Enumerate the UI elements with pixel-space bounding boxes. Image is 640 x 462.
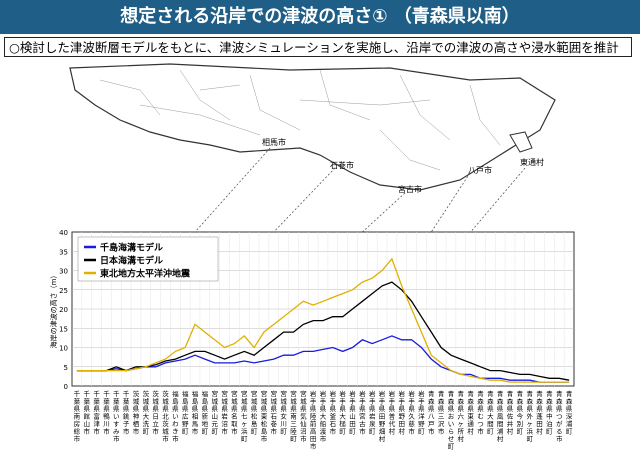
y-tick-label: 0: [64, 383, 68, 391]
x-tick-label: 青森県六ヶ所村: [458, 389, 465, 443]
legend-label: 東北地方太平洋沖地震: [100, 268, 191, 280]
x-tick-label: 青森県中泊町: [546, 389, 553, 436]
y-tick-label: 10: [59, 345, 68, 353]
legend-label: 千島海溝モデル: [100, 242, 163, 254]
y-tick-label: 40: [59, 229, 68, 237]
x-tick-label: 青森県今別町: [517, 389, 524, 436]
map-label-higashidori: 東通村: [520, 157, 544, 167]
x-tick-label: 岩手県山田町: [349, 389, 356, 436]
legend-label: 日本海溝モデル: [100, 255, 163, 267]
x-tick-label: 岩手県田野畑村: [379, 389, 386, 443]
leader-line: [470, 167, 526, 233]
x-tick-label: 岩手県岩泉町: [369, 389, 376, 436]
y-axis-ticks: 0 5 10 15 20 25 30 35 40: [59, 229, 68, 391]
map-label-soma: 相馬市: [262, 137, 286, 147]
x-tick-label: 宮城県気仙沼市: [300, 389, 307, 443]
x-tick-label: 千葉県富津市: [93, 389, 100, 436]
x-tick-label: 岩手県久慈市: [408, 389, 415, 436]
map-label-hachinohe: 八戸市: [468, 165, 492, 175]
x-tick-label: 宮城県松島町: [251, 389, 258, 436]
y-tick-label: 20: [59, 306, 68, 314]
x-tick-label: 福島県相馬市: [192, 389, 199, 436]
chart-series: [76, 257, 570, 383]
x-tick-label: 茨城県大洗町: [143, 389, 150, 436]
x-tick-label: 青森県おいらせ町: [448, 389, 455, 451]
x-tick-label: 青森県風間浦村: [497, 389, 504, 443]
x-tick-label: 青森県深浦町: [566, 389, 573, 436]
x-tick-label: 岩手県大槌町: [339, 389, 346, 436]
x-tick-label: 青森県三沢市: [438, 389, 445, 436]
x-tick-label: 岩手県大船渡市: [320, 389, 327, 443]
series-line-0: [76, 335, 570, 383]
map-label-miyako: 宮古市: [398, 184, 422, 194]
x-tick-label: 宮城県名取市: [231, 389, 238, 436]
x-tick-label: 茨城県神栖市: [133, 389, 140, 436]
map-label-ishinomaki: 石巻市: [330, 160, 354, 170]
map-landmass: [69, 63, 556, 191]
series-line-2: [76, 257, 570, 383]
x-tick-label: 青森県大間町: [487, 389, 494, 436]
leader-line: [430, 172, 471, 233]
x-tick-label: 茨城県北茨城市: [162, 389, 169, 443]
x-tick-label: 福島県広野町: [182, 389, 189, 436]
x-tick-label: 岩手県野田村: [398, 389, 405, 436]
x-tick-label: 青森県東通村: [467, 389, 474, 436]
x-tick-label: 千葉県いすみ市: [113, 389, 120, 443]
x-tick-label: 青森県むつ市: [477, 389, 484, 436]
x-tick-label: 青森県八戸市: [428, 389, 435, 436]
y-tick-label: 35: [59, 248, 68, 256]
chart-grid: [72, 232, 574, 386]
x-tick-label: 岩手県普代村: [389, 389, 396, 436]
x-tick-label: 宮城県東松島市: [261, 389, 268, 443]
x-tick-label: 宮城県岩沼市: [221, 389, 228, 436]
leader-line: [194, 147, 271, 233]
y-tick-label: 15: [59, 325, 68, 333]
legend-box: [77, 236, 219, 282]
x-tick-label: 岩手県陸前高田市: [310, 389, 317, 451]
x-tick-label: 福島県新地町: [202, 389, 209, 436]
leader-line: [362, 192, 406, 233]
x-tick-label: 宮城県七ヶ浜町: [241, 389, 248, 443]
page-title: 想定される沿岸での津波の高さ① （青森県以南）: [0, 0, 640, 34]
x-tick-label: 宮城県女川町: [280, 389, 287, 436]
coastline-map: 相馬市 石巻市 宮古市 八戸市 東通村: [69, 63, 556, 194]
x-tick-label: 宮城県石巻市: [271, 389, 278, 436]
x-tick-label: 福島県いわき市: [172, 389, 179, 443]
y-tick-label: 25: [59, 287, 68, 295]
x-tick-label: 宮城県山元町: [211, 389, 218, 436]
x-tick-label: 千葉県館山市: [84, 389, 91, 436]
x-tick-label: 岩手県洋野町: [418, 389, 425, 436]
x-tick-label: 千葉県南房総市: [74, 389, 81, 443]
x-tick-label: 茨城県日立市: [152, 389, 159, 436]
y-tick-label: 5: [64, 364, 68, 372]
summary-note: ○検討した津波断層モデルをもとに、津波シミュレーションを実施し、沿岸での津波の高…: [4, 37, 632, 57]
y-axis-label: 海岸の津波の高さ（m）: [49, 272, 58, 349]
leader-line: [273, 167, 336, 233]
series-line-1: [76, 281, 570, 381]
x-tick-label: 岩手県宮古市: [359, 389, 366, 436]
x-tick-label: 青森県蓬田村: [536, 389, 543, 436]
x-tick-label: 岩手県釜石市: [330, 389, 337, 436]
x-tick-label: 千葉県鴨川市: [103, 389, 110, 436]
map-labels: 相馬市 石巻市 宮古市 八戸市 東通村: [262, 137, 544, 194]
x-tick-label: 宮城県南三陸町: [290, 389, 297, 443]
x-tick-label: 青森県つがる市: [556, 389, 563, 443]
x-axis-labels: 千葉県南房総市千葉県館山市千葉県富津市千葉県鴨川市千葉県いすみ市千葉県銚子市茨城…: [74, 389, 573, 451]
map-chart-leader-lines: [194, 147, 526, 233]
x-tick-label: 千葉県銚子市: [123, 389, 130, 436]
x-tick-label: 青森県外ヶ浜町: [526, 389, 533, 443]
y-tick-label: 30: [59, 268, 68, 276]
x-tick-label: 青森県佐井村: [507, 389, 514, 436]
